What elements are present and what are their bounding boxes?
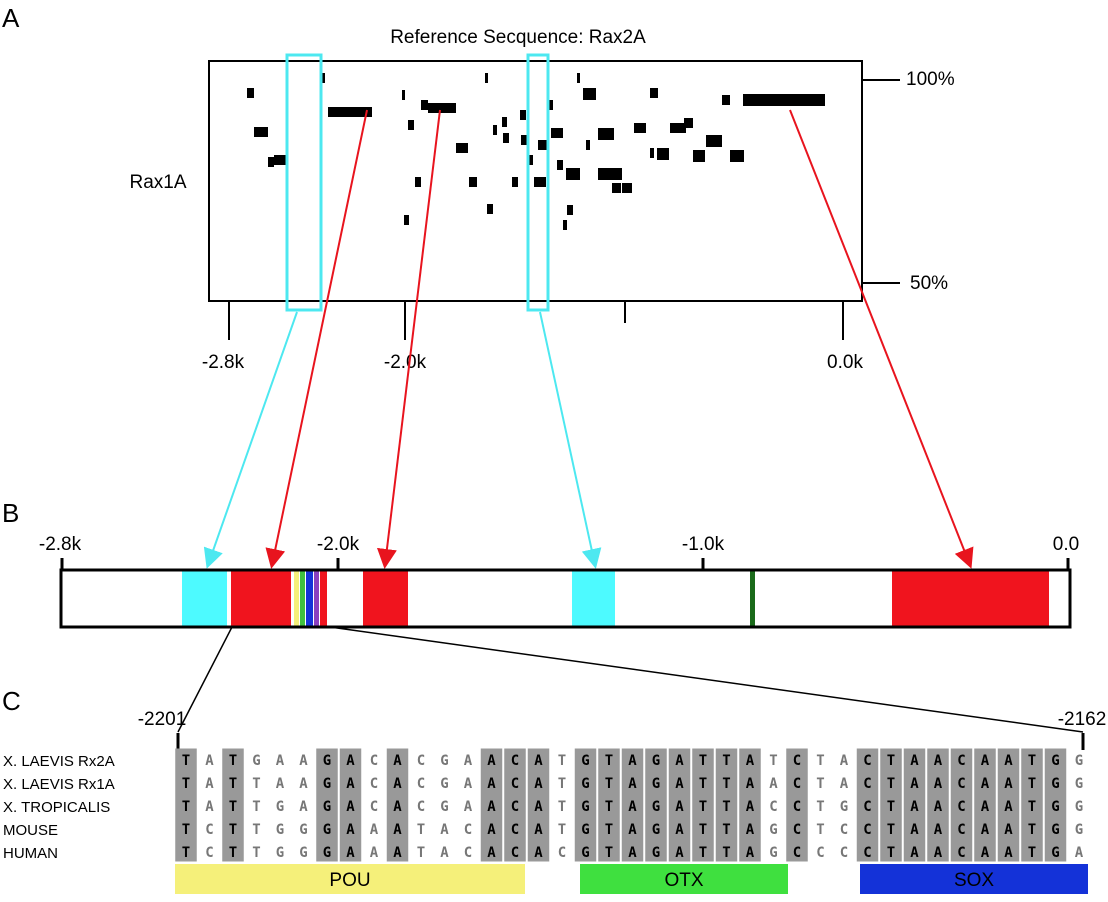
panel-label: C bbox=[2, 686, 21, 716]
conserved-column bbox=[339, 748, 362, 862]
conserved-column bbox=[621, 748, 644, 862]
conserved-column bbox=[880, 748, 902, 862]
panel-label: B bbox=[2, 498, 19, 528]
alignment: X. LAEVIS Rx2A T A T G A A G A C A C G A A C A T G T A G A T T A T… bbox=[3, 748, 1084, 862]
position-label: -2201 bbox=[138, 709, 187, 730]
conserved-column bbox=[386, 748, 409, 862]
motif-bars bbox=[175, 864, 1088, 894]
motif-label: POU bbox=[329, 870, 370, 891]
panel-label: A bbox=[2, 3, 20, 33]
conserved-column bbox=[598, 748, 620, 862]
conserved-column bbox=[903, 748, 926, 862]
species-name: MOUSE bbox=[3, 822, 58, 839]
map-tick-label: 0.0 bbox=[1053, 534, 1079, 555]
map-tick-label: -2.0k bbox=[317, 534, 360, 555]
conserved-column bbox=[668, 748, 691, 862]
conserved-column bbox=[175, 748, 197, 862]
map-ticks bbox=[60, 558, 1070, 570]
conserved-column bbox=[480, 748, 503, 862]
conserved-column bbox=[574, 748, 597, 862]
conserved-blocks bbox=[247, 73, 825, 230]
plot-title: Reference Secquence: Rax2A bbox=[390, 27, 646, 48]
axis-ticks bbox=[228, 79, 900, 340]
species-name: X. LAEVIS Rx1A bbox=[3, 776, 115, 793]
plot-frame bbox=[208, 60, 863, 302]
conserved-column bbox=[222, 748, 244, 862]
y-tick-label: 50% bbox=[910, 273, 948, 294]
conserved-column bbox=[786, 748, 808, 862]
x-tick-label: 0.0k bbox=[827, 352, 863, 373]
species-name: HUMAN bbox=[3, 845, 58, 862]
conserved-column bbox=[950, 748, 973, 862]
highlight-boxes bbox=[285, 53, 550, 312]
conserved-column bbox=[715, 748, 738, 862]
x-tick-label: -2.8k bbox=[202, 352, 245, 373]
conserved-column bbox=[974, 748, 996, 862]
x-tick-label: -2.0k bbox=[384, 352, 427, 373]
conserved-column bbox=[692, 748, 714, 862]
conserved-column bbox=[527, 748, 550, 862]
position-label: -2162 bbox=[1058, 709, 1107, 730]
y-label: Rax1A bbox=[129, 172, 186, 193]
map-segments bbox=[182, 571, 1049, 626]
conserved-column bbox=[1021, 748, 1043, 862]
species-name: X. TROPICALIS bbox=[3, 799, 110, 816]
conserved-column bbox=[739, 748, 761, 862]
zoom-lines bbox=[177, 626, 1084, 733]
map-bar bbox=[59, 568, 1072, 629]
conserved-column bbox=[316, 748, 338, 862]
arrows bbox=[203, 109, 974, 569]
conserved-column bbox=[856, 748, 879, 862]
motif-label: SOX bbox=[954, 870, 994, 891]
conserved-column bbox=[645, 748, 667, 862]
conserved-column bbox=[1044, 748, 1067, 862]
conserved-column bbox=[927, 748, 949, 862]
map-tick-label: -2.8k bbox=[39, 534, 82, 555]
species-name: X. LAEVIS Rx2A bbox=[3, 753, 115, 770]
motif-label: OTX bbox=[664, 870, 703, 891]
position-ticks bbox=[176, 733, 1085, 750]
y-tick-label: 100% bbox=[906, 69, 955, 90]
map-tick-label: -1.0k bbox=[682, 534, 725, 555]
conserved-column bbox=[504, 748, 526, 862]
conserved-column bbox=[997, 748, 1020, 862]
